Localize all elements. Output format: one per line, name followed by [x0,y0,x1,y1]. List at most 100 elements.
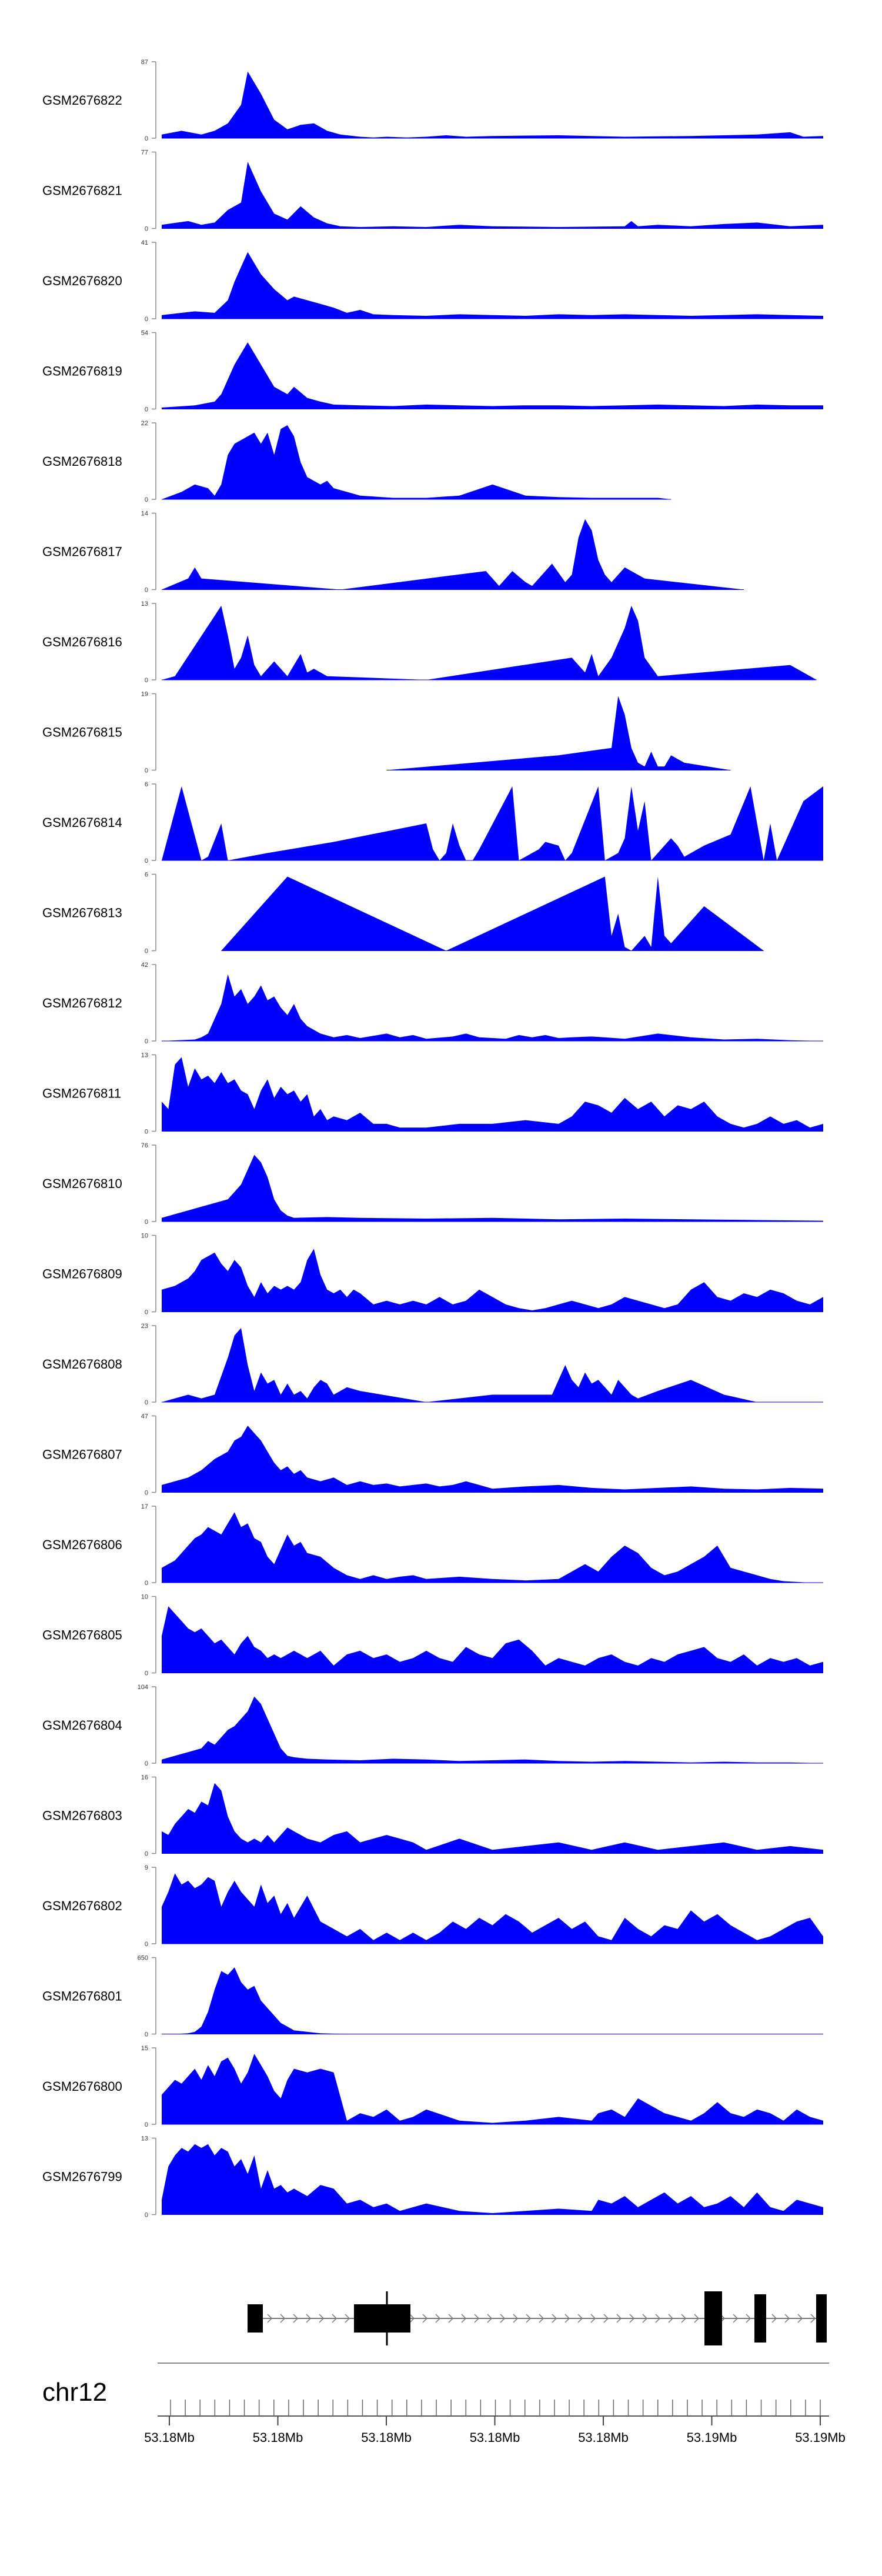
track-ymin-label: 0 [145,1129,148,1136]
coverage-area [386,696,731,770]
coverage-area [162,786,823,860]
strand-arrow [448,2314,454,2323]
strand-arrow [526,2314,532,2323]
axis-tick-label: 53.19Mb [795,2430,846,2445]
coverage-area [162,71,823,138]
track-ymax-label: 19 [141,691,148,698]
track-ymax-label: 13 [141,1052,148,1059]
exon-5 [816,2294,827,2343]
track-label: GSM2676803 [42,1808,122,1823]
coverage-area [162,1154,823,1222]
strand-arrow [539,2314,544,2323]
coverage-area [162,425,671,499]
track-label: GSM2676801 [42,1989,122,2004]
axis-tick-label: 53.19Mb [687,2430,737,2445]
track-ymax-label: 13 [141,600,148,608]
track: GSM2676821 77 0 [42,149,823,233]
track-label: GSM2676807 [42,1447,122,1462]
track-ymin-label: 0 [145,2031,148,2038]
strand-arrow [746,2314,751,2323]
strand-arrow [345,2314,350,2323]
track-ymin-label: 0 [145,1038,148,1045]
track-label: GSM2676813 [42,906,122,920]
strand-arrow [681,2314,687,2323]
track: GSM2676822 87 0 [42,59,823,142]
track-label: GSM2676821 [42,183,122,198]
coverage-tracks: GSM2676822870GSM2676821770GSM2676820410G… [42,59,823,2219]
track-label: GSM2676820 [42,273,122,288]
axis-tick-label: 53.18Mb [578,2430,629,2445]
coverage-area [162,1512,823,1583]
track-ymin-label: 0 [145,1851,148,1858]
strand-arrow [771,2314,777,2323]
strand-arrow [668,2314,674,2323]
coverage-area [162,1696,823,1763]
track-ymin-label: 0 [145,135,148,142]
strand-arrow [655,2314,661,2323]
strand-arrow [409,2314,415,2323]
exon-3 [704,2291,722,2345]
axis-tick-label: 53.18Mb [470,2430,520,2445]
strand-arrow [267,2314,273,2323]
track-label: GSM2676805 [42,1628,122,1643]
chromosome-label: chr12 [42,2378,107,2407]
track: GSM2676810 76 0 [42,1142,823,1226]
track: GSM2676809 10 0 [42,1233,823,1316]
track: GSM2676816 13 0 [42,600,817,684]
track-ymin-label: 0 [145,1670,148,1677]
strand-arrow [694,2314,700,2323]
track-ymin-label: 0 [145,2121,148,2128]
track: GSM2676811 13 0 [42,1052,823,1136]
track-ymax-label: 6 [145,872,148,879]
track-ymin-label: 0 [145,1580,148,1587]
exon-2 [354,2304,410,2333]
strand-arrow [280,2314,286,2323]
strand-arrow [564,2314,570,2323]
strand-arrow [552,2314,557,2323]
strand-arrow [435,2314,441,2323]
track-label: GSM2676816 [42,635,122,649]
strand-arrow [590,2314,596,2323]
track: GSM2676804 104 0 [42,1684,823,1767]
strand-arrow [797,2314,803,2323]
track-ymax-label: 22 [141,420,148,427]
track-label: GSM2676804 [42,1718,122,1733]
track-ymax-label: 14 [141,510,148,518]
strand-arrow [293,2314,299,2323]
coverage-area [162,1967,823,2034]
track-label: GSM2676818 [42,454,122,469]
strand-arrow [500,2314,506,2323]
coverage-area [162,1873,823,1944]
track: GSM2676799 13 0 [42,2135,823,2219]
track-ymax-label: 104 [138,1684,148,1691]
track-ymin-label: 0 [145,1219,148,1226]
track-ymin-label: 0 [145,948,148,955]
track-ymin-label: 0 [145,316,148,323]
track: GSM2676820 41 0 [42,239,823,323]
track: GSM2676806 17 0 [42,1503,823,1587]
track: GSM2676815 19 0 [42,691,731,775]
exon-4 [754,2294,766,2343]
track-label: GSM2676819 [42,364,122,379]
track: GSM2676813 6 0 [42,872,764,955]
track: GSM2676819 54 0 [42,330,823,413]
track-label: GSM2676802 [42,1898,122,1913]
track-ymin-label: 0 [145,226,148,233]
coverage-area [162,1606,823,1673]
track: GSM2676817 14 0 [42,510,744,594]
track-ymax-label: 54 [141,330,148,337]
gene-model [248,2291,827,2345]
track: GSM2676805 10 0 [42,1594,823,1677]
track-label: GSM2676815 [42,725,122,740]
track-label: GSM2676809 [42,1267,122,1282]
coverage-area [162,2144,823,2215]
track-label: GSM2676810 [42,1176,122,1191]
track-ymax-label: 16 [141,1774,148,1781]
strand-arrow [642,2314,648,2323]
track-ymax-label: 47 [141,1413,148,1420]
track: GSM2676812 42 0 [42,962,823,1045]
track-label: GSM2676814 [42,815,122,830]
track-ymin-label: 0 [145,406,148,413]
track-ymax-label: 87 [141,59,148,66]
